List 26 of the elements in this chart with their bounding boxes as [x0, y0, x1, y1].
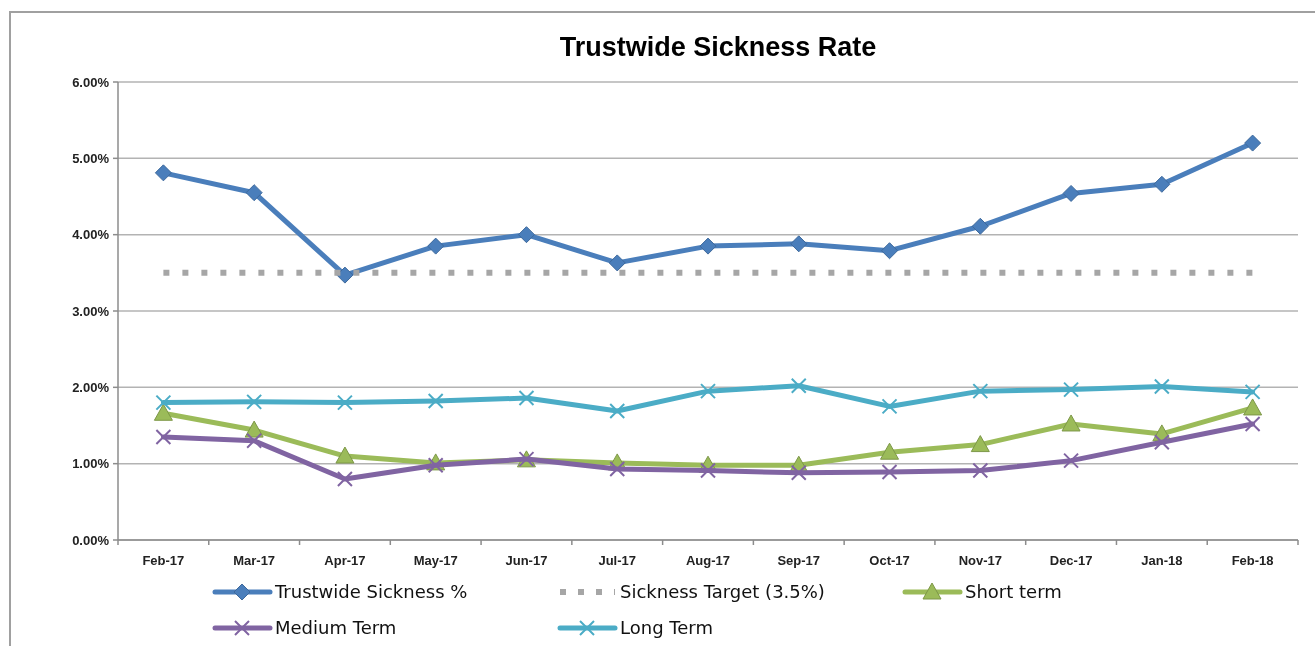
- x-tick-label: Oct-17: [869, 553, 910, 568]
- y-tick-label: 4.00%: [72, 227, 110, 243]
- y-tick-label: 5.00%: [72, 150, 110, 166]
- x-tick-label: Feb-17: [142, 553, 185, 568]
- x-tick-label: Apr-17: [324, 553, 366, 568]
- y-tick-label: 0.00%: [72, 532, 110, 548]
- x-tick-label: Mar-17: [233, 553, 276, 568]
- legend-label: Medium Term: [275, 617, 397, 639]
- x-tick-label: Jul-17: [598, 553, 637, 568]
- y-tick-label: 3.00%: [72, 303, 110, 319]
- x-tick-label: Aug-17: [685, 553, 731, 568]
- x-tick-label: Dec-17: [1049, 553, 1093, 568]
- x-tick-label: Sep-17: [777, 553, 821, 568]
- x-tick-label: May-17: [413, 553, 458, 568]
- x-tick-label: Nov-17: [958, 553, 1002, 568]
- legend-label: Sickness Target (3.5%): [620, 581, 825, 603]
- x-tick-label: Jun-17: [505, 553, 548, 568]
- legend-label: Trustwide Sickness %: [274, 581, 468, 603]
- chart-title: Trustwide Sickness Rate: [559, 32, 877, 62]
- x-tick-label: Jan-18: [1141, 553, 1183, 568]
- x-tick-label: Feb-18: [1231, 553, 1274, 568]
- y-tick-label: 6.00%: [72, 74, 110, 90]
- y-tick-label: 1.00%: [72, 456, 110, 472]
- legend-label: Short term: [965, 581, 1062, 603]
- y-tick-label: 2.00%: [72, 379, 110, 395]
- legend-label: Long Term: [620, 617, 713, 639]
